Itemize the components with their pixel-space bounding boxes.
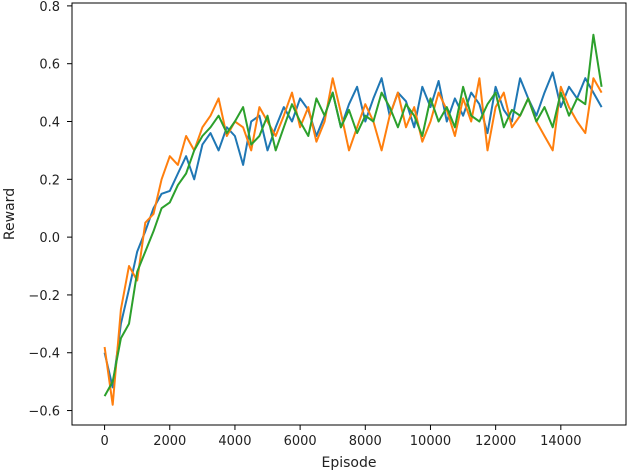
y-tick-label: 0.8 — [39, 0, 60, 15]
y-axis-label: Reward — [2, 188, 18, 240]
x-tick-label: 12000 — [475, 434, 516, 449]
x-tick-label: 6000 — [284, 434, 317, 449]
y-tick-label: 0.2 — [39, 173, 60, 188]
y-axis: −0.6 −0.4 −0.2 0.0 0.2 0.4 0.6 0.8 — [28, 0, 72, 420]
series-line-2 — [103, 77, 603, 406]
series-line-3 — [103, 33, 603, 397]
y-tick-label: −0.2 — [28, 289, 60, 304]
y-tick-label: 0.0 — [39, 231, 60, 246]
y-tick-label: −0.4 — [28, 347, 60, 362]
x-tick-label: 8000 — [349, 434, 382, 449]
x-axis-label: Episode — [322, 455, 377, 471]
plot-series-group — [103, 33, 603, 406]
y-tick-label: 0.4 — [39, 116, 60, 131]
x-axis: 0 2000 4000 6000 8000 10000 12000 14000 — [100, 425, 582, 449]
x-tick-label: 0 — [100, 434, 108, 449]
y-tick-label: −0.6 — [28, 405, 60, 420]
series-line-1 — [103, 71, 603, 389]
x-tick-label: 10000 — [410, 434, 451, 449]
plot-frame — [71, 2, 627, 426]
y-tick-label: 0.6 — [39, 58, 60, 73]
x-tick-label: 4000 — [218, 434, 251, 449]
x-tick-label: 2000 — [153, 434, 186, 449]
x-tick-label: 14000 — [540, 434, 581, 449]
